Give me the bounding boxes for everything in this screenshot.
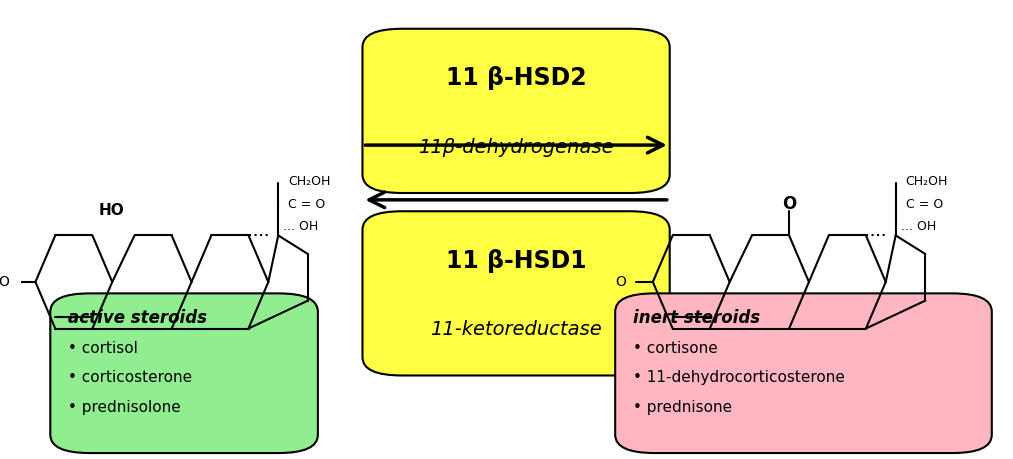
Text: • prednisolone: • prednisolone: [68, 400, 181, 415]
Text: C = O: C = O: [288, 198, 325, 211]
Text: • corticosterone: • corticosterone: [68, 370, 192, 385]
Text: 11 β-HSD2: 11 β-HSD2: [446, 66, 587, 90]
Text: ... OH: ... OH: [901, 219, 936, 233]
Text: CH₂OH: CH₂OH: [906, 175, 948, 188]
Text: • prednisone: • prednisone: [633, 400, 732, 415]
Text: O: O: [782, 196, 796, 213]
Text: • 11-dehydrocorticosterone: • 11-dehydrocorticosterone: [633, 370, 845, 385]
FancyBboxPatch shape: [51, 293, 318, 453]
Text: C = O: C = O: [906, 198, 943, 211]
Text: 11 β-HSD1: 11 β-HSD1: [446, 248, 587, 273]
Text: • cortisol: • cortisol: [68, 341, 138, 356]
Text: CH₂OH: CH₂OH: [288, 175, 330, 188]
Text: 11β-dehydrogenase: 11β-dehydrogenase: [418, 138, 614, 157]
Text: ... OH: ... OH: [284, 219, 318, 233]
FancyBboxPatch shape: [363, 211, 670, 375]
Text: active steroids: active steroids: [68, 309, 207, 327]
FancyBboxPatch shape: [363, 29, 670, 193]
Text: inert steroids: inert steroids: [633, 309, 760, 327]
Text: O: O: [615, 275, 626, 289]
Text: O: O: [0, 275, 9, 289]
Text: 11-ketoreductase: 11-ketoreductase: [431, 320, 602, 339]
FancyBboxPatch shape: [615, 293, 992, 453]
Text: HO: HO: [99, 203, 125, 218]
Text: • cortisone: • cortisone: [633, 341, 718, 356]
